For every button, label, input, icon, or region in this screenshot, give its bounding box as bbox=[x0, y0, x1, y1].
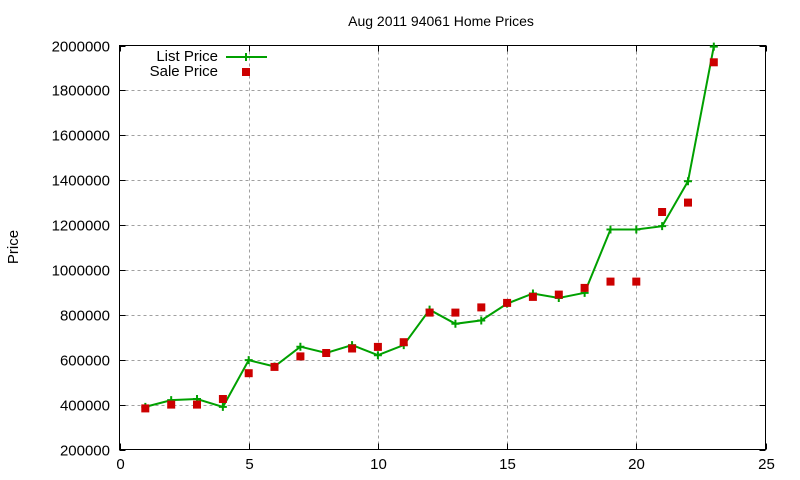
sale-price-point bbox=[348, 344, 357, 353]
x-tick-label: 25 bbox=[758, 456, 775, 473]
sale-price-point bbox=[167, 400, 176, 409]
legend-square-marker-icon bbox=[242, 68, 250, 76]
sale-price-point bbox=[373, 342, 382, 351]
y-tick-label: 400000 bbox=[60, 398, 110, 415]
sale-price-point bbox=[425, 308, 434, 317]
y-tick-label: 1400000 bbox=[52, 173, 110, 190]
sale-price-point bbox=[141, 404, 150, 413]
y-tick-label: 1000000 bbox=[52, 263, 110, 280]
list-price-point bbox=[658, 222, 667, 231]
sale-price-point bbox=[477, 303, 486, 312]
list-price-point bbox=[451, 319, 460, 328]
sale-price-point bbox=[709, 58, 718, 67]
legend: List Price Sale Price bbox=[150, 48, 267, 80]
y-tick-label: 1800000 bbox=[52, 83, 110, 100]
sale-price-point bbox=[658, 208, 667, 216]
x-tick-label: 5 bbox=[245, 456, 253, 473]
plot-border bbox=[119, 45, 766, 450]
list-price-point bbox=[606, 225, 615, 234]
sale-price-point bbox=[606, 277, 615, 286]
sale-price-point bbox=[684, 198, 692, 207]
list-price-line bbox=[145, 46, 715, 409]
y-tick-label: 2000000 bbox=[52, 39, 110, 56]
grid-lines bbox=[119, 45, 766, 450]
y-tick-label: 600000 bbox=[60, 353, 110, 370]
list-price-point bbox=[296, 342, 305, 351]
legend-label-list-price: List Price bbox=[156, 48, 218, 65]
y-axis-tick-labels: 200000 400000 600000 800000 1000000 1200000 14… bbox=[52, 39, 110, 460]
sale-price-point bbox=[503, 298, 512, 307]
sale-price-point bbox=[244, 369, 253, 378]
axis-ticks bbox=[119, 45, 767, 451]
x-tick-label: 0 bbox=[116, 456, 124, 473]
x-tick-label: 15 bbox=[499, 456, 516, 473]
y-axis-label: Price bbox=[5, 230, 22, 264]
x-tick-label: 10 bbox=[370, 456, 387, 473]
list-price-point bbox=[373, 351, 382, 360]
chart-title: Aug 2011 94061 Home Prices bbox=[348, 13, 534, 29]
sale-price-point bbox=[451, 308, 460, 317]
sale-price-point bbox=[580, 283, 589, 292]
list-price-point bbox=[683, 177, 692, 186]
legend-label-sale-price: Sale Price bbox=[150, 63, 218, 80]
y-tick-label: 1200000 bbox=[52, 218, 110, 235]
y-tick-label: 800000 bbox=[60, 308, 110, 325]
series-sale-price bbox=[141, 58, 718, 413]
sale-price-point bbox=[554, 290, 563, 299]
sale-price-point bbox=[399, 338, 408, 347]
legend-plus-marker-icon bbox=[242, 53, 250, 61]
sale-price-point bbox=[218, 395, 227, 403]
list-price-point bbox=[477, 316, 486, 325]
sale-price-point bbox=[296, 352, 305, 361]
sale-price-point bbox=[632, 277, 641, 286]
x-axis-tick-labels: 0 5 10 15 20 25 bbox=[116, 456, 775, 473]
y-tick-label: 200000 bbox=[60, 443, 110, 460]
list-price-point bbox=[632, 225, 641, 234]
list-price-point bbox=[218, 402, 227, 411]
sale-price-point bbox=[193, 400, 201, 409]
sale-price-point bbox=[322, 349, 331, 357]
x-tick-label: 20 bbox=[628, 456, 645, 473]
sale-price-point bbox=[528, 292, 537, 301]
y-tick-label: 1600000 bbox=[52, 128, 110, 145]
list-price-point bbox=[709, 42, 718, 51]
sale-price-point bbox=[270, 362, 279, 371]
series-list-price bbox=[141, 42, 718, 411]
list-price-point bbox=[244, 356, 253, 365]
